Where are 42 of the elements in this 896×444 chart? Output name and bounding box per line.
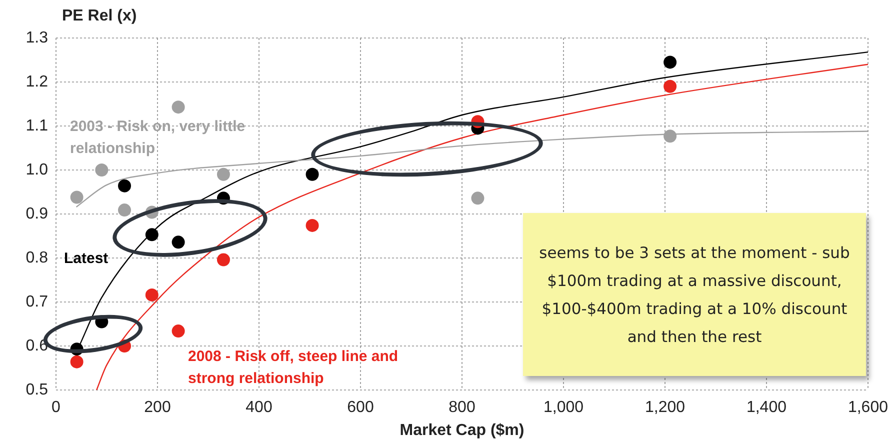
y-tick-label: 1.0	[26, 161, 48, 178]
x-tick-label: 1,600	[848, 399, 888, 416]
annotation: seems to be 3 sets at the moment - sub $100m trading at a massive discount, $100-$400m trading at a 10% discount and then the rest	[538, 242, 851, 348]
point	[172, 324, 185, 338]
x-tick-label: 600	[347, 399, 374, 416]
point	[216, 253, 230, 266]
x-axis-title: Market Cap ($m)	[400, 422, 524, 439]
y-tick-label: 0.8	[26, 249, 48, 266]
x-tick-label: 200	[144, 399, 171, 416]
sticky-note: seems to be 3 sets at the moment - sub $100m trading at a massive discount, $100-$400m trading at a 10% discount and then the rest	[523, 213, 866, 376]
annotation: 2008 - Risk off, steep line and strong relationship	[188, 347, 400, 389]
point	[172, 236, 185, 249]
y-tick-label: 1.1	[26, 117, 48, 134]
point	[172, 100, 185, 114]
point	[95, 164, 108, 176]
y-tick-label: 1.3	[26, 29, 48, 46]
x-tick-label: 400	[246, 399, 272, 416]
annotation: 2003 - Risk on, very little relationship	[70, 117, 246, 159]
point	[664, 130, 677, 143]
point	[306, 218, 319, 232]
y-tick-label: 1.2	[26, 73, 48, 90]
x-tick-label: 0	[52, 399, 61, 416]
point	[471, 192, 484, 205]
y-axis-title: PE Rel (x)	[62, 7, 137, 24]
point	[216, 168, 230, 181]
y-tick-label: 0.9	[26, 205, 48, 222]
y-tick-label: 0.5	[26, 381, 48, 398]
x-tick-label: 800	[448, 399, 476, 416]
point	[118, 204, 132, 217]
y-tick-label: 0.7	[26, 293, 48, 310]
point	[664, 56, 677, 69]
x-tick-label: 1,000	[543, 399, 584, 416]
point	[306, 168, 319, 181]
annotation: Latest	[64, 250, 108, 267]
x-tick-label: 1,400	[746, 399, 787, 416]
point	[145, 228, 158, 242]
x-tick-label: 1,200	[644, 399, 686, 416]
point	[118, 179, 132, 192]
point	[145, 288, 158, 302]
point	[70, 355, 84, 368]
point	[664, 80, 677, 93]
point	[70, 190, 84, 204]
